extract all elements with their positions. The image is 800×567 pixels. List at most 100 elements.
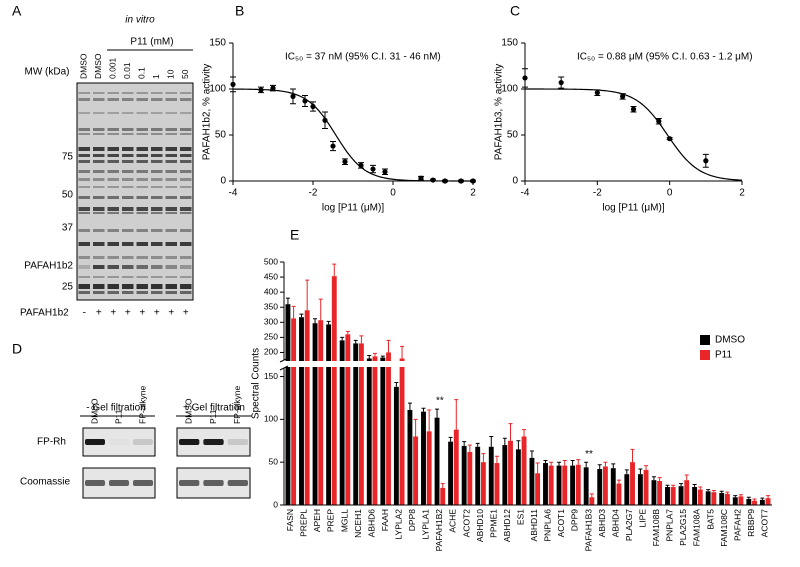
gel-band: [136, 147, 148, 151]
bar: [386, 352, 391, 505]
bar: [399, 358, 405, 505]
bar: [746, 499, 752, 505]
gel-band: [151, 291, 163, 294]
bar: [705, 491, 711, 505]
mw-marker: PAFAH1b2: [24, 261, 73, 272]
x-tick-label: PREP: [326, 509, 336, 532]
gel-band: [107, 154, 119, 157]
x-tick-label: ACOT7: [759, 509, 769, 538]
lane-label: 0.1: [137, 67, 147, 79]
gel-band: [122, 186, 134, 188]
group-title: + Gel filtration: [183, 403, 245, 414]
gel-band: [151, 186, 163, 188]
bar: [366, 358, 372, 505]
error-bar: [684, 474, 689, 481]
gel-band: [133, 439, 153, 445]
data-point: [656, 118, 662, 124]
gel-band: [78, 160, 90, 163]
error-bar: [543, 459, 548, 464]
x-tick-label: PPME1: [488, 509, 498, 538]
x-tick-label: -2: [309, 188, 318, 199]
legend-swatch: [700, 350, 710, 360]
error-bar: [305, 279, 310, 311]
lane-label: FP-alkyne: [137, 385, 147, 424]
gel-band: [93, 133, 105, 135]
y-tick-label: 150: [264, 371, 278, 381]
bar: [291, 318, 297, 505]
bar: [624, 474, 630, 505]
gel-band: [151, 207, 163, 211]
gel-band: [165, 291, 177, 294]
error-bar: [502, 437, 507, 446]
gel-band: [165, 256, 177, 259]
error-bar: [644, 465, 649, 470]
data-point: [342, 159, 348, 165]
bar: [575, 464, 581, 505]
bar: [380, 357, 386, 505]
x-tick-label: DPP9: [570, 509, 580, 531]
error-bar: [353, 339, 358, 344]
data-point: [418, 175, 424, 181]
bar: [488, 446, 494, 505]
gel-band: [122, 170, 134, 173]
error-bar: [630, 448, 635, 463]
error-bar: [435, 408, 440, 418]
gel-band: [165, 178, 177, 181]
gel-band: [107, 160, 119, 163]
data-point: [290, 93, 296, 99]
gel-band: [78, 242, 90, 246]
error-bar: [407, 402, 412, 410]
group-title: - Gel filtration: [86, 403, 145, 414]
error-bar: [462, 441, 467, 446]
gel-band: [122, 242, 134, 246]
error-bar: [671, 484, 676, 488]
lane-label: DMSO: [93, 53, 103, 79]
error-bar: [285, 297, 290, 305]
gel-band: [78, 265, 90, 269]
axis-break: [279, 357, 289, 371]
bar: [475, 446, 481, 505]
gel-band: [180, 133, 192, 135]
error-bar: [299, 313, 304, 318]
gel-band: [78, 291, 90, 294]
axis-break-gap: [278, 361, 774, 367]
data-point: [370, 166, 376, 172]
y-axis-label: PAFAH1b2, % activity: [202, 64, 213, 161]
error-bar: [665, 484, 670, 488]
error-bar: [597, 464, 602, 470]
error-bar: [570, 459, 575, 466]
x-tick-label: ABHD4: [610, 509, 620, 538]
gel-band: [180, 98, 192, 101]
error-bar: [624, 469, 629, 475]
bar: [643, 469, 649, 505]
error-bar: [719, 490, 724, 494]
bar: [494, 463, 500, 505]
gel-band: [122, 154, 134, 157]
gel-band: [136, 242, 148, 246]
gel-band: [151, 98, 163, 101]
bar: [678, 486, 684, 505]
gel-band: [151, 112, 163, 114]
gel-a-title: in vitro: [125, 15, 155, 26]
gel-band: [78, 207, 90, 211]
y-tick-label: 400: [264, 286, 278, 296]
x-tick-label: BAT5: [705, 509, 715, 530]
gel-a: [76, 82, 194, 301]
gel-band: [227, 439, 248, 445]
bar: [697, 489, 703, 505]
gel-band: [78, 178, 90, 181]
lane-sign: +: [183, 308, 189, 319]
mw-marker: 25: [62, 282, 74, 293]
bar: [339, 340, 345, 505]
y-tick-label: 500: [264, 256, 278, 266]
bar: [502, 445, 508, 505]
gel-band: [78, 212, 90, 214]
panel-letter: E: [290, 227, 299, 243]
y-tick-label: 450: [264, 271, 278, 281]
data-point: [442, 178, 448, 184]
gel-band: [107, 212, 119, 214]
panel-letter: D: [12, 341, 22, 357]
lane-label: 0.001: [108, 57, 118, 79]
error-bar: [372, 352, 377, 357]
gel-band: [136, 92, 148, 94]
